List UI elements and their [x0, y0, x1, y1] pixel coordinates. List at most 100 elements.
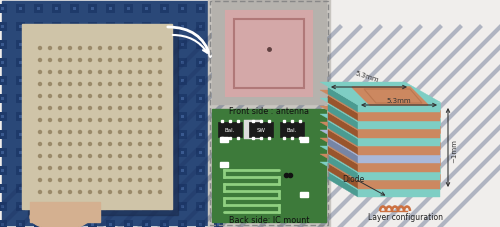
Polygon shape	[73, 169, 76, 172]
Circle shape	[78, 83, 82, 86]
Polygon shape	[178, 131, 187, 139]
Polygon shape	[199, 169, 202, 172]
Circle shape	[88, 107, 92, 110]
Polygon shape	[34, 131, 43, 139]
Polygon shape	[196, 95, 205, 104]
Circle shape	[158, 179, 162, 182]
Polygon shape	[160, 202, 169, 211]
Circle shape	[148, 131, 152, 134]
Circle shape	[38, 143, 42, 146]
Polygon shape	[328, 164, 440, 182]
Circle shape	[38, 71, 42, 74]
Polygon shape	[16, 77, 25, 86]
Polygon shape	[163, 116, 166, 118]
Circle shape	[158, 83, 162, 86]
Circle shape	[158, 47, 162, 50]
Bar	[2, 2, 208, 225]
Polygon shape	[106, 5, 115, 14]
Polygon shape	[328, 172, 358, 197]
Circle shape	[108, 119, 112, 122]
Circle shape	[38, 119, 42, 122]
Polygon shape	[91, 133, 94, 136]
Polygon shape	[199, 133, 202, 136]
Circle shape	[78, 95, 82, 98]
Polygon shape	[16, 166, 25, 175]
Polygon shape	[1, 223, 4, 226]
Polygon shape	[163, 98, 166, 101]
Polygon shape	[328, 121, 440, 139]
Polygon shape	[88, 220, 97, 227]
Polygon shape	[1, 26, 4, 29]
Polygon shape	[109, 223, 112, 226]
Polygon shape	[178, 202, 187, 211]
Polygon shape	[217, 151, 220, 154]
Polygon shape	[1, 205, 4, 208]
Bar	[358, 114, 440, 121]
Polygon shape	[19, 133, 22, 136]
Polygon shape	[34, 184, 43, 193]
Polygon shape	[19, 44, 22, 47]
Polygon shape	[328, 96, 358, 121]
Bar	[208, 0, 330, 227]
Circle shape	[118, 59, 122, 62]
Circle shape	[108, 83, 112, 86]
Circle shape	[68, 107, 71, 110]
Polygon shape	[178, 95, 187, 104]
Circle shape	[148, 71, 152, 74]
Circle shape	[108, 131, 112, 134]
Polygon shape	[109, 116, 112, 118]
Polygon shape	[181, 44, 184, 47]
Polygon shape	[142, 95, 151, 104]
Circle shape	[148, 107, 152, 110]
Polygon shape	[34, 166, 43, 175]
Circle shape	[88, 155, 92, 158]
Polygon shape	[34, 5, 43, 14]
Polygon shape	[91, 62, 94, 65]
Circle shape	[138, 71, 141, 74]
Bar	[210, 2, 328, 225]
Polygon shape	[55, 151, 58, 154]
Polygon shape	[109, 62, 112, 65]
Polygon shape	[19, 62, 22, 65]
Polygon shape	[124, 166, 133, 175]
Text: Layer configuration: Layer configuration	[368, 212, 442, 221]
Polygon shape	[127, 8, 130, 11]
Circle shape	[68, 59, 71, 62]
Polygon shape	[34, 113, 43, 121]
Polygon shape	[88, 77, 97, 86]
Polygon shape	[88, 59, 97, 68]
Bar	[355, 158, 440, 165]
Polygon shape	[37, 98, 40, 101]
Polygon shape	[55, 98, 58, 101]
Circle shape	[108, 179, 112, 182]
Polygon shape	[16, 113, 25, 121]
Polygon shape	[163, 44, 166, 47]
Polygon shape	[52, 148, 61, 157]
Polygon shape	[52, 184, 61, 193]
Polygon shape	[19, 151, 22, 154]
Polygon shape	[52, 23, 61, 32]
Polygon shape	[37, 44, 40, 47]
Polygon shape	[142, 220, 151, 227]
Circle shape	[138, 155, 141, 158]
Polygon shape	[199, 116, 202, 118]
Polygon shape	[106, 131, 115, 139]
Circle shape	[98, 47, 102, 50]
Polygon shape	[124, 131, 133, 139]
Polygon shape	[178, 23, 187, 32]
Polygon shape	[217, 187, 220, 190]
Circle shape	[38, 95, 42, 98]
Polygon shape	[37, 187, 40, 190]
Circle shape	[98, 71, 102, 74]
Polygon shape	[142, 23, 151, 32]
Polygon shape	[0, 59, 7, 68]
Polygon shape	[145, 116, 148, 118]
Circle shape	[108, 107, 112, 110]
Polygon shape	[1, 8, 4, 11]
Polygon shape	[142, 131, 151, 139]
Circle shape	[128, 143, 132, 146]
Polygon shape	[328, 88, 358, 113]
Polygon shape	[145, 151, 148, 154]
Circle shape	[138, 59, 141, 62]
Polygon shape	[0, 148, 7, 157]
